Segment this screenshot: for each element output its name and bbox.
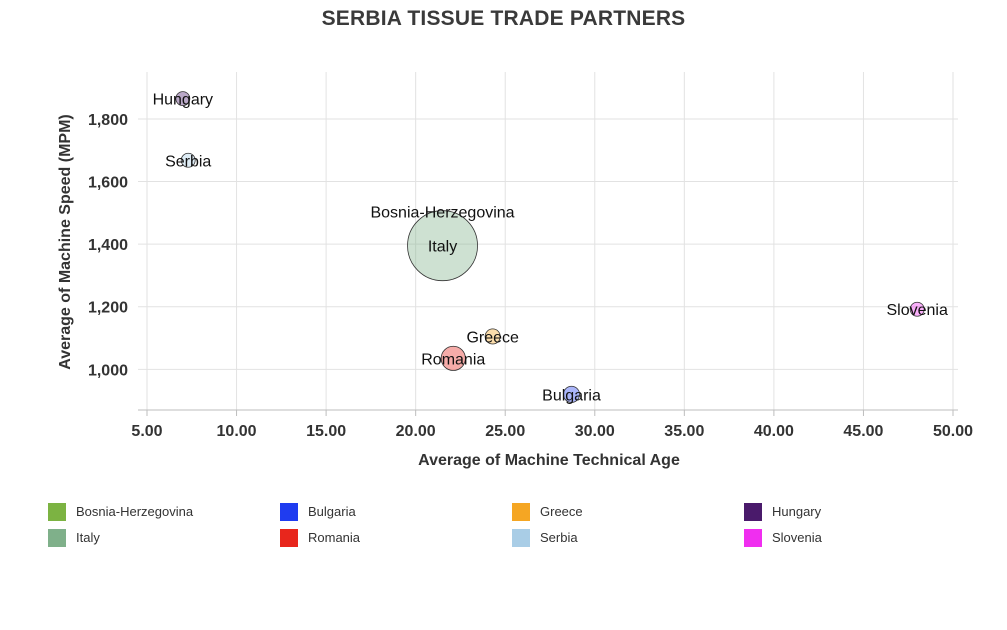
y-tick-label: 1,800 xyxy=(88,112,128,129)
legend-label: Hungary xyxy=(772,504,822,519)
data-label-bulgaria: Bulgaria xyxy=(542,387,601,404)
legend-swatch xyxy=(280,502,298,521)
legend-item-bosnia-herzegovina[interactable]: Bosnia-Herzegovina xyxy=(48,502,280,521)
legend-swatch xyxy=(512,528,530,547)
x-tick-label: 25.00 xyxy=(485,423,525,440)
legend: Bosnia-Herzegovina Bulgaria Greece Hungary I… xyxy=(48,502,988,547)
data-label-bosnia-herzegovina: Bosnia-Herzegovina xyxy=(370,204,514,221)
bubble-bulgaria[interactable] xyxy=(563,385,580,403)
x-tick-label: 40.00 xyxy=(754,423,794,440)
legend-item-serbia[interactable]: Serbia xyxy=(512,528,744,547)
legend-label: Greece xyxy=(540,504,583,519)
legend-swatch xyxy=(512,502,530,521)
bubble-greece[interactable] xyxy=(484,328,501,345)
y-tick-label: 1,600 xyxy=(88,175,128,192)
legend-item-greece[interactable]: Greece xyxy=(512,502,744,521)
x-tick-label: 45.00 xyxy=(843,423,883,440)
data-label-serbia: Serbia xyxy=(165,153,211,170)
y-axis-title: Average of Machine Speed (MPM) xyxy=(57,114,74,369)
legend-swatch xyxy=(744,502,762,521)
data-label-romania: Romania xyxy=(421,351,485,368)
legend-swatch xyxy=(48,502,66,521)
y-tick-label: 1,400 xyxy=(88,237,128,254)
x-axis-title: Average of Machine Technical Age xyxy=(418,452,680,469)
data-labels: Bosnia-Herzegovina Bulgaria Greece Hungary I… xyxy=(153,92,948,405)
grid xyxy=(138,72,958,416)
y-tick-label: 1,000 xyxy=(88,362,128,379)
legend-label: Romania xyxy=(308,530,361,545)
scatter-plot: 5.00 10.00 15.00 20.00 25.00 30.00 35.00 40.00 4… xyxy=(57,72,973,469)
legend-label: Bulgaria xyxy=(308,504,356,519)
legend-item-italy[interactable]: Italy xyxy=(48,528,280,547)
data-label-italy: Italy xyxy=(428,239,457,256)
data-label-slovenia: Slovenia xyxy=(886,302,947,319)
x-tick-label: 10.00 xyxy=(217,423,257,440)
legend-label: Italy xyxy=(76,530,100,545)
x-tick-label: 5.00 xyxy=(131,423,162,440)
legend-item-romania[interactable]: Romania xyxy=(280,528,512,547)
legend-swatch xyxy=(48,528,66,547)
data-label-hungary: Hungary xyxy=(153,92,213,109)
y-tick-labels: 1,000 1,200 1,400 1,600 1,800 xyxy=(88,112,128,379)
y-tick-label: 1,200 xyxy=(88,300,128,317)
legend-label: Bosnia-Herzegovina xyxy=(76,504,194,519)
legend-swatch xyxy=(280,528,298,547)
legend-item-bulgaria[interactable]: Bulgaria xyxy=(280,502,512,521)
chart-title: SERBIA TISSUE TRADE PARTNERS xyxy=(321,7,686,30)
legend-swatch xyxy=(744,528,762,547)
bubble-romania[interactable] xyxy=(440,345,466,371)
x-tick-label: 50.00 xyxy=(933,423,973,440)
x-tick-labels: 5.00 10.00 15.00 20.00 25.00 30.00 35.00 40.00 4… xyxy=(131,423,973,440)
data-label-greece: Greece xyxy=(466,329,519,346)
bubble-hungary[interactable] xyxy=(175,91,191,107)
legend-item-slovenia[interactable]: Slovenia xyxy=(744,528,976,547)
x-tick-label: 35.00 xyxy=(664,423,704,440)
legend-label: Serbia xyxy=(540,530,578,545)
data-points xyxy=(175,91,925,403)
x-tick-label: 20.00 xyxy=(396,423,436,440)
legend-item-hungary[interactable]: Hungary xyxy=(744,502,976,521)
legend-label: Slovenia xyxy=(772,530,822,545)
x-tick-label: 15.00 xyxy=(306,423,346,440)
bubble-italy[interactable] xyxy=(407,210,478,282)
bubble-slovenia[interactable] xyxy=(909,301,925,317)
bubble-serbia[interactable] xyxy=(180,152,196,168)
x-tick-label: 30.00 xyxy=(575,423,615,440)
